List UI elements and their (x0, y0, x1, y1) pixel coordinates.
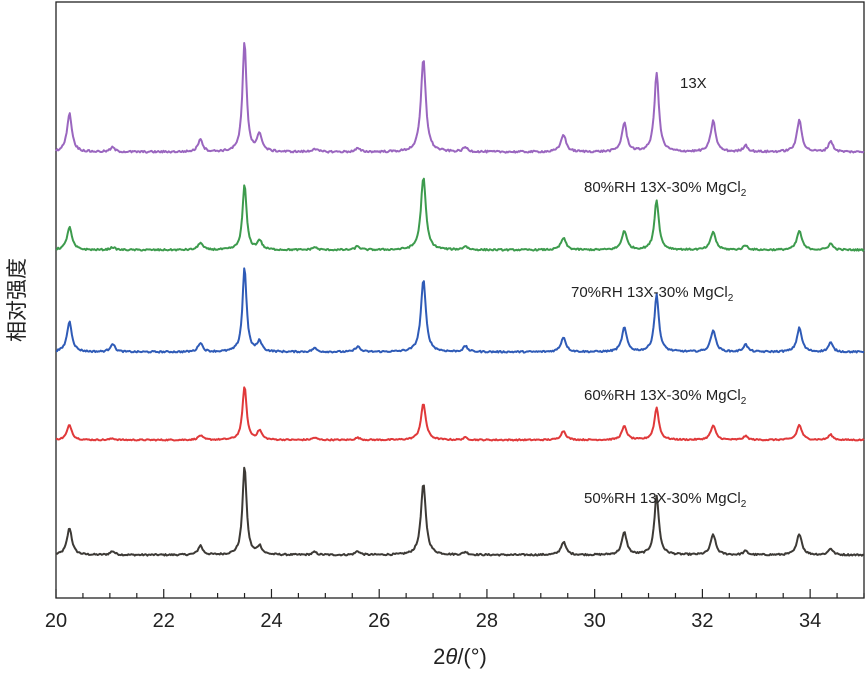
y-axis-title: 相对强度 (5, 258, 29, 342)
series-labels: 50%RH 13X-30% MgCl2 60%RH 13X-30% MgCl2 70… (571, 75, 747, 510)
x-tick-label: 26 (368, 610, 390, 632)
series-line-5 (55, 42, 865, 154)
series-line-3 (55, 267, 865, 354)
series-line-1 (55, 466, 865, 557)
series-line-2 (55, 386, 865, 442)
x-tick-label: 30 (584, 610, 606, 632)
series-group (55, 42, 865, 557)
x-tick-label: 32 (691, 610, 713, 632)
series-label-2: 60%RH 13X-30% MgCl2 (584, 387, 747, 407)
x-tick-label: 20 (45, 610, 67, 632)
x-axis-ticks: 20 22 24 26 28 30 32 34 (45, 589, 865, 632)
x-axis-title: 2θ/(°) (433, 644, 487, 669)
x-tick-label: 24 (260, 610, 282, 632)
series-label-3: 70%RH 13X-30% MgCl2 (571, 284, 734, 304)
series-label-5: 13X (680, 75, 707, 92)
x-tick-label: 34 (799, 610, 821, 632)
series-line-4 (55, 177, 865, 252)
x-tick-label: 22 (153, 610, 175, 632)
series-label-4: 80%RH 13X-30% MgCl2 (584, 179, 747, 199)
series-label-1: 50%RH 13X-30% MgCl2 (584, 490, 747, 510)
x-tick-label: 28 (476, 610, 498, 632)
